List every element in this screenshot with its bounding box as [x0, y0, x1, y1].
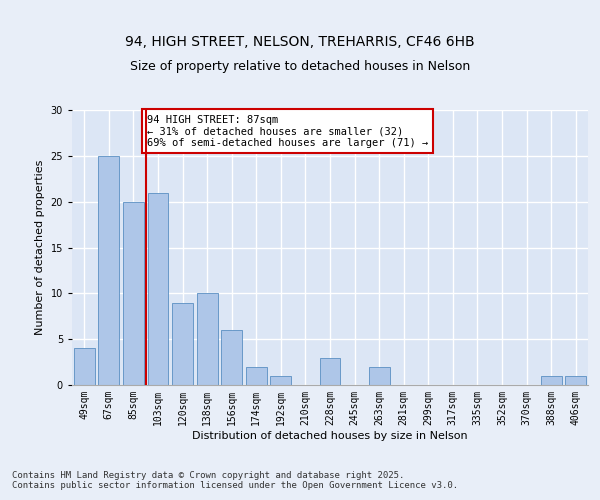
Bar [271, 376, 292, 385]
Text: 94 HIGH STREET: 87sqm
← 31% of detached houses are smaller (32)
69% of semi-deta: 94 HIGH STREET: 87sqm ← 31% of detached … [147, 114, 428, 148]
Bar [123, 202, 144, 385]
Bar [197, 294, 218, 385]
Bar [221, 330, 242, 385]
Bar [368, 366, 389, 385]
Bar [74, 348, 95, 385]
Y-axis label: Number of detached properties: Number of detached properties [35, 160, 45, 335]
Bar [246, 366, 267, 385]
X-axis label: Distribution of detached houses by size in Nelson: Distribution of detached houses by size … [192, 430, 468, 440]
Bar [320, 358, 340, 385]
Text: Contains HM Land Registry data © Crown copyright and database right 2025.
Contai: Contains HM Land Registry data © Crown c… [12, 470, 458, 490]
Bar [148, 192, 169, 385]
Bar [172, 302, 193, 385]
Text: 94, HIGH STREET, NELSON, TREHARRIS, CF46 6HB: 94, HIGH STREET, NELSON, TREHARRIS, CF46… [125, 35, 475, 49]
Bar [565, 376, 586, 385]
Bar [541, 376, 562, 385]
Bar [98, 156, 119, 385]
Text: Size of property relative to detached houses in Nelson: Size of property relative to detached ho… [130, 60, 470, 73]
